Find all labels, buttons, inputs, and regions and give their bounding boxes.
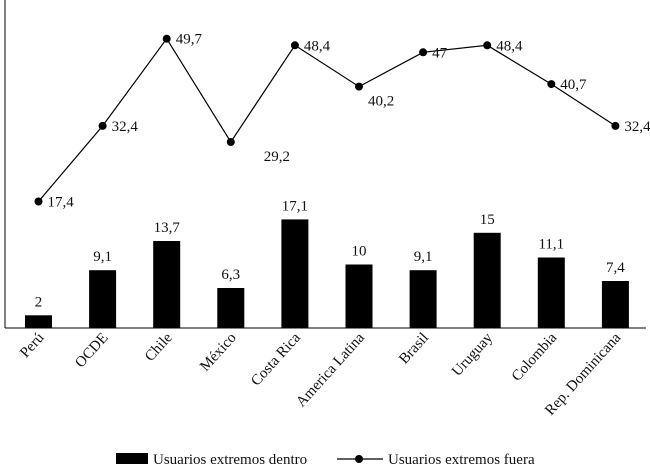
x-tick-label: Brasil (396, 330, 432, 367)
line-value-label: 48,4 (304, 38, 331, 54)
bar-value-label: 10 (352, 244, 367, 260)
line-point-4 (291, 41, 299, 49)
bar-4 (281, 219, 308, 328)
bar-6 (410, 270, 437, 328)
bar-9 (602, 281, 629, 328)
line-value-label: 40,7 (560, 77, 587, 93)
legend-bar-swatch (116, 453, 148, 464)
line-value-label: 47 (432, 45, 448, 61)
bar-3 (217, 288, 244, 328)
legend-line-label: Usuarios extremos fuera (388, 452, 535, 468)
line-value-label: 40,2 (368, 94, 394, 110)
line-value-label: 49,7 (176, 32, 203, 48)
bar-value-label: 2 (35, 294, 43, 310)
line-point-6 (419, 48, 427, 56)
line-value-label: 17,4 (48, 195, 75, 211)
line-point-7 (483, 41, 491, 49)
bar-value-label: 9,1 (93, 249, 112, 265)
x-tick-label: México (197, 330, 240, 375)
bar-2 (153, 241, 180, 328)
bar-5 (346, 265, 373, 329)
bar-value-label: 11,1 (538, 237, 564, 253)
line-value-label: 32,4 (624, 119, 650, 135)
x-tick-label: Chile (142, 330, 176, 365)
line-value-labels: 17,4 32,4 49,7 29,2 48,4 40,2 47 48,4 40,7 32,4 (48, 32, 650, 211)
x-tick-label: Perú (17, 330, 48, 362)
bar-8 (538, 258, 565, 329)
bar-value-label: 13,7 (154, 220, 181, 236)
bar-value-label: 17,1 (282, 198, 308, 214)
legend: Usuarios extremos dentro Usuarios extrem… (116, 452, 535, 468)
x-tick-label: Uruguay (449, 330, 496, 380)
line-point-2 (163, 35, 171, 43)
legend-line-marker (355, 455, 363, 463)
line-value-label: 48,4 (496, 38, 523, 54)
line-point-9 (611, 122, 619, 130)
bar-7 (474, 233, 501, 328)
bar-1 (89, 270, 116, 328)
bar-value-label: 15 (480, 212, 495, 228)
bar-0 (25, 315, 52, 328)
line-point-1 (99, 122, 107, 130)
line-point-3 (227, 138, 235, 146)
bar-value-label: 9,1 (414, 249, 433, 265)
x-tick-label: OCDE (72, 330, 111, 371)
line-point-5 (355, 83, 363, 91)
bar-value-label: 6,3 (221, 267, 240, 283)
line-point-8 (547, 80, 555, 88)
x-tick-label: America Latina (293, 330, 368, 411)
line-value-label: 29,2 (264, 149, 290, 165)
line-value-label: 32,4 (112, 119, 139, 135)
bar-value-labels: 2 9,1 13,7 6,3 17,1 10 9,1 15 11,1 7,4 (35, 198, 626, 310)
x-tick-label: Colombia (509, 330, 561, 385)
x-tick-label: Costa Rica (248, 330, 304, 390)
legend-bar-label: Usuarios extremos dentro (153, 452, 307, 468)
line-point-0 (35, 198, 43, 206)
bar-value-label: 7,4 (606, 260, 625, 276)
